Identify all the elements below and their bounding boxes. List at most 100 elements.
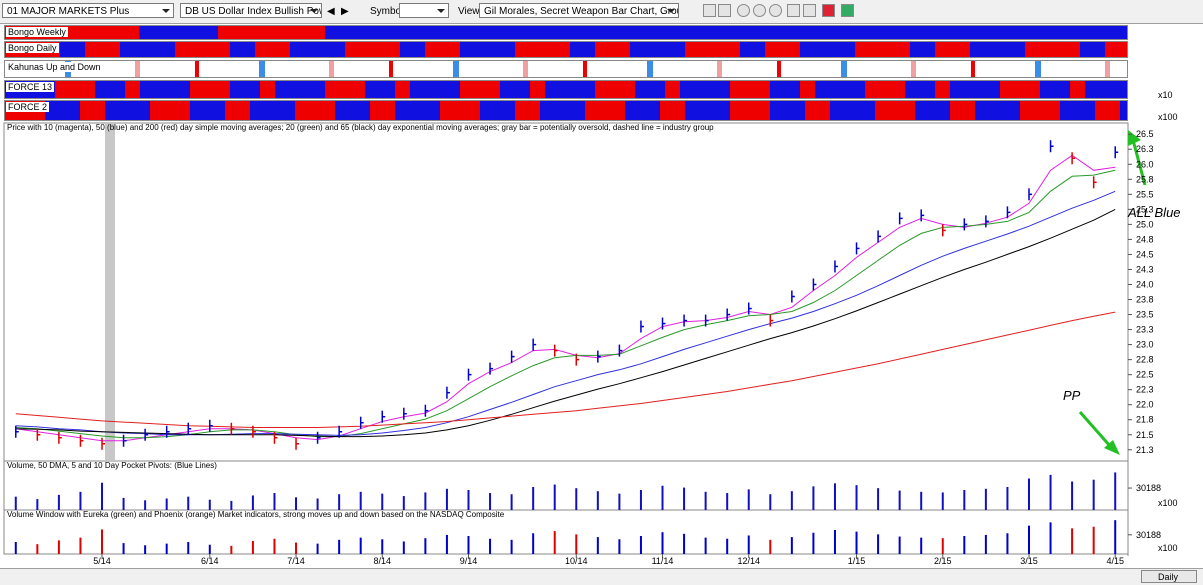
market-volume-bar [144, 545, 147, 554]
y-tick-label: 22.0 [1136, 400, 1154, 410]
y-tick-label: 24.3 [1136, 264, 1154, 274]
view-label: View: [458, 6, 483, 17]
tool-icon[interactable] [718, 4, 731, 17]
volume-bar [769, 494, 772, 510]
market-volume-bar [812, 532, 815, 554]
y-tick-label: 25.8 [1136, 174, 1154, 184]
y-tick-label: 23.0 [1136, 340, 1154, 350]
price-bar [769, 314, 774, 327]
strip-label: Kahunas Up and Down [6, 62, 103, 72]
market-volume-bar [510, 539, 513, 554]
price-bar [230, 422, 235, 435]
symbol-select[interactable]: DB US Dollar Index Bullish Powershare [180, 3, 322, 18]
price-bar [252, 425, 256, 438]
price-bar [1006, 206, 1011, 219]
volume-bar [1027, 478, 1030, 510]
price-bar [467, 368, 472, 381]
prev-button[interactable]: ◀ [327, 6, 335, 17]
market-volume-bar [424, 538, 427, 554]
price-bar [898, 212, 903, 225]
x-tick-label: 3/15 [1020, 556, 1038, 566]
status-bar: Daily [0, 568, 1203, 585]
tool-icon[interactable] [822, 4, 835, 17]
market-volume-bar [36, 544, 39, 554]
market-volume-bar [122, 543, 125, 554]
price-bar [640, 320, 644, 333]
volume-bar [510, 494, 513, 510]
tool-icon[interactable] [703, 4, 716, 17]
market-volume-bar [920, 537, 923, 554]
force13-strip [4, 80, 1128, 99]
price-bar [683, 314, 688, 327]
price-bar [877, 230, 882, 243]
volume-bar [187, 496, 190, 510]
x-tick-label: 11/14 [652, 556, 674, 566]
volume-bar [532, 486, 535, 510]
price-panel [3, 122, 1129, 462]
price-bar [834, 260, 838, 273]
price-bar [985, 215, 989, 228]
market-volume-bar [57, 540, 60, 554]
timeframe-button[interactable]: Daily [1141, 570, 1197, 583]
market-volume-bar [855, 531, 858, 554]
annotation: ALL Blue [1127, 205, 1181, 220]
volume-bar [639, 490, 642, 510]
volume-bar [704, 491, 707, 510]
market-volume-bar [489, 538, 492, 554]
market-volume-bar [639, 536, 642, 554]
market-list-select[interactable]: 01 MAJOR MARKETS Plus [2, 3, 174, 18]
volume-bar [1006, 486, 1009, 510]
kahunas-strip [4, 60, 1128, 78]
market-volume-bar [532, 533, 535, 554]
market-volume-panel [3, 509, 1129, 555]
y-tick-label: 24.5 [1136, 249, 1154, 259]
symbol-input[interactable] [399, 3, 449, 18]
volume-bar [230, 500, 233, 510]
market-volume-bar [359, 537, 362, 554]
price-bar [58, 431, 62, 444]
y-tick-label: 25.3 [1136, 204, 1154, 214]
volume-bar [726, 493, 729, 510]
zoom-in-icon[interactable] [753, 4, 766, 17]
price-bar [1071, 152, 1076, 165]
market-volume-bar [596, 537, 599, 554]
moving-average-line [15, 208, 1116, 438]
volume-bar [251, 495, 254, 510]
view-select[interactable]: Gil Morales, Secret Weapon Bar Chart, Gr… [479, 3, 679, 18]
y-tick-label: 25.5 [1136, 189, 1154, 199]
volume-bar [14, 496, 17, 510]
volume-bar [208, 499, 211, 510]
volume-panel-title: Volume, 50 DMA, 5 and 10 Day Pocket Pivo… [7, 461, 217, 470]
next-button[interactable]: ▶ [341, 6, 349, 17]
volume-bar [790, 491, 793, 510]
volume-bar [661, 485, 664, 510]
x-tick-label: 9/14 [460, 556, 478, 566]
tool-icon[interactable] [841, 4, 854, 17]
price-bar [187, 422, 192, 435]
price-bar [532, 338, 537, 351]
price-bar [359, 416, 364, 429]
market-volume-bar [575, 534, 578, 554]
tool-icon[interactable] [803, 4, 816, 17]
price-bar [15, 425, 19, 438]
x-tick-label: 8/14 [373, 556, 391, 566]
price-bar [963, 218, 968, 231]
volume-bar [920, 491, 923, 510]
zoom-out-icon[interactable] [769, 4, 782, 17]
market-volume-bar [338, 539, 341, 554]
volume-bar [963, 490, 966, 510]
market-volume-bar [273, 538, 276, 554]
zoom-icon[interactable] [737, 4, 750, 17]
oversold-bar [105, 124, 115, 460]
strip-label: FORCE 2 [6, 102, 50, 112]
price-bar [726, 308, 731, 321]
volume-bar [338, 494, 341, 510]
price-bar [273, 431, 278, 444]
x-tick-label: 5/14 [93, 556, 111, 566]
y-tick-label: 30188 [1136, 530, 1161, 540]
market-volume-bar [14, 542, 17, 554]
price-bar [942, 224, 946, 237]
market-volume-bar [683, 533, 686, 554]
tool-icon[interactable] [787, 4, 800, 17]
volume-bar [941, 492, 944, 510]
